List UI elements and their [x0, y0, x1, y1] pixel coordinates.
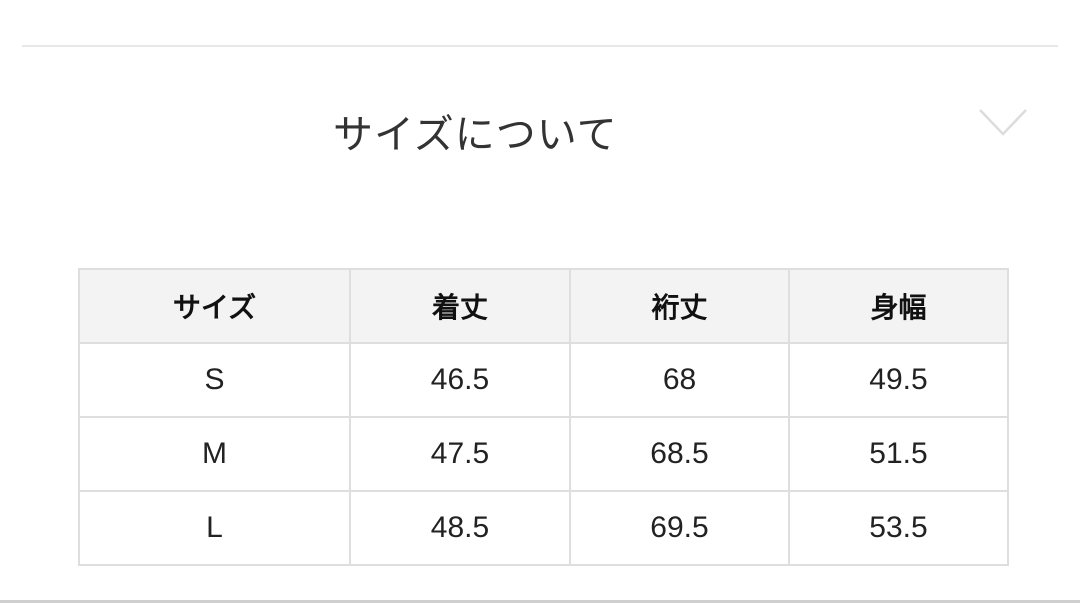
table-cell: M: [78, 416, 351, 492]
table-cell: 48.5: [349, 490, 571, 566]
table-row: L 48.5 69.5 53.5: [78, 490, 1009, 566]
table-cell: 49.5: [788, 342, 1009, 418]
header-length: 着丈: [349, 268, 571, 344]
header-width: 身幅: [788, 268, 1009, 344]
table-cell: 68: [569, 342, 790, 418]
table-cell: 51.5: [788, 416, 1009, 492]
bottom-divider: [0, 600, 1080, 603]
table-cell: 53.5: [788, 490, 1009, 566]
section-title[interactable]: サイズについて: [333, 112, 618, 158]
table-cell: 46.5: [349, 342, 571, 418]
chevron-down-icon[interactable]: [978, 108, 1028, 142]
size-table: サイズ 着丈 裄丈 身幅 S 46.5 68 49.5 M 47.5 68.5 …: [78, 268, 1009, 566]
header-sleeve: 裄丈: [569, 268, 790, 344]
header-size: サイズ: [78, 268, 351, 344]
table-cell: 47.5: [349, 416, 571, 492]
table-cell: L: [78, 490, 351, 566]
table-cell: 68.5: [569, 416, 790, 492]
table-cell: S: [78, 342, 351, 418]
top-divider: [22, 45, 1058, 47]
table-header-row: サイズ 着丈 裄丈 身幅: [78, 268, 1009, 344]
table-row: S 46.5 68 49.5: [78, 342, 1009, 418]
table-cell: 69.5: [569, 490, 790, 566]
table-row: M 47.5 68.5 51.5: [78, 416, 1009, 492]
